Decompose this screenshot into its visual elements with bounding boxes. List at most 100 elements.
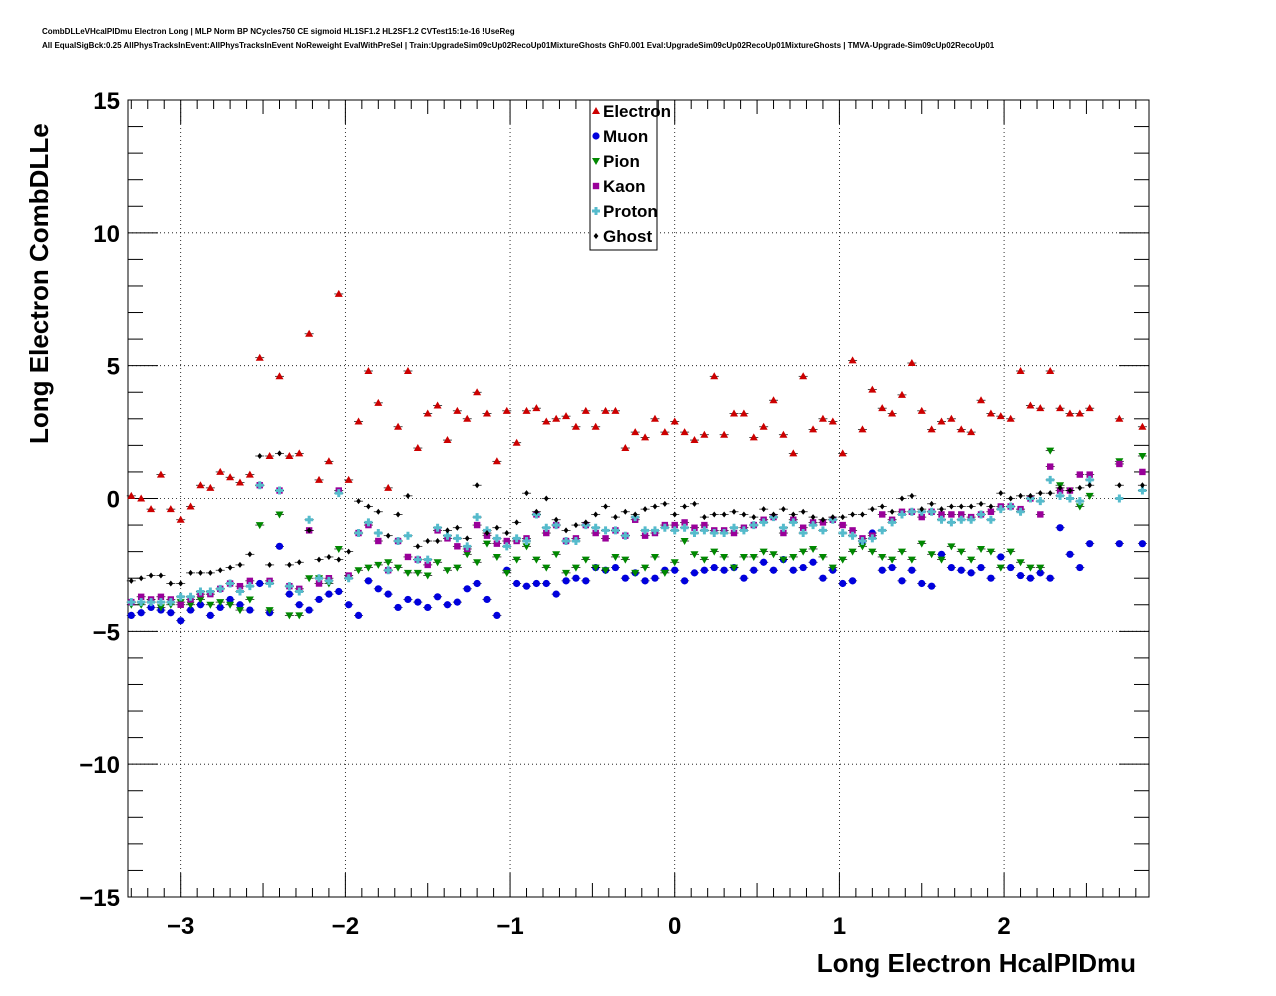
proton-point: [453, 534, 462, 543]
pion-point: [196, 596, 205, 604]
legend-marker-pion: [592, 158, 600, 165]
ghost-point: [405, 492, 411, 499]
ghost-point: [464, 535, 470, 542]
muon-point: [1036, 569, 1044, 577]
electron-point: [423, 409, 432, 417]
y-tick-label: 5: [107, 354, 120, 381]
pion-point: [907, 556, 916, 564]
proton-point: [196, 587, 205, 596]
electron-point: [275, 372, 284, 380]
kaon-point: [246, 577, 254, 585]
proton-point: [660, 523, 669, 532]
pion-point: [621, 556, 630, 564]
electron-point: [789, 449, 798, 457]
ghost-point: [1008, 495, 1014, 502]
proton-point: [226, 579, 235, 588]
y-tick-label: 10: [93, 221, 120, 248]
ghost-point: [978, 500, 984, 507]
x-tick-label: −3: [167, 913, 194, 940]
pion-point: [670, 559, 679, 567]
proton-point: [186, 592, 195, 601]
pion-point: [759, 548, 768, 556]
kaon-point: [780, 529, 787, 537]
pion-point: [463, 551, 472, 559]
muon-point: [878, 566, 886, 574]
ghost-point: [415, 543, 421, 550]
pion-point: [700, 556, 709, 564]
proton-point: [1056, 491, 1065, 500]
ghost-point: [1067, 487, 1073, 494]
electron-point: [384, 483, 393, 491]
pion-point: [799, 548, 808, 556]
x-axis-label: Long Electron HcalPIDmu: [817, 948, 1136, 978]
ghost-point: [573, 522, 579, 529]
proton-point: [1016, 507, 1025, 516]
ghost-point: [326, 553, 332, 560]
proton-point: [374, 529, 383, 538]
pion-point: [828, 564, 837, 572]
electron-point: [769, 396, 778, 404]
proton-point: [977, 510, 986, 519]
proton-point: [739, 526, 748, 535]
x-tick-label: −2: [332, 913, 359, 940]
kaon-point: [1116, 460, 1123, 468]
muon-point: [295, 601, 303, 609]
electron-point: [917, 406, 926, 414]
pion-point: [947, 543, 956, 551]
pion-point: [443, 567, 452, 575]
ghost-point: [781, 506, 786, 513]
kaon-point: [503, 537, 510, 545]
muon-point: [522, 582, 531, 590]
electron-point: [591, 422, 600, 430]
muon-point: [562, 577, 570, 585]
ghost-point: [375, 508, 381, 515]
muon-point: [206, 611, 214, 619]
electron-point: [443, 436, 452, 444]
pion-point: [611, 553, 620, 561]
kaon-point: [681, 519, 688, 526]
muon-point: [799, 563, 807, 572]
electron-point: [749, 433, 758, 441]
electron-point: [216, 467, 225, 475]
proton-point: [492, 534, 501, 543]
ghost-point: [860, 511, 865, 518]
pion-point: [245, 596, 254, 604]
electron-point: [1075, 409, 1084, 417]
electron-point: [265, 451, 274, 459]
muon-point: [908, 566, 916, 574]
electron-point: [295, 449, 304, 457]
proton-point: [700, 526, 709, 535]
pion-point: [927, 551, 936, 559]
series-kaon: [126, 460, 1147, 608]
electron-point: [127, 491, 136, 499]
electron-point: [631, 428, 640, 436]
muon-point: [285, 590, 293, 598]
ghost-point: [1018, 492, 1023, 499]
ghost-point: [217, 567, 223, 574]
ghost-point: [593, 511, 599, 518]
legend-label-ghost: Ghost: [603, 227, 652, 246]
pion-point: [789, 553, 798, 561]
electron-point: [542, 417, 551, 425]
proton-point: [295, 587, 304, 596]
pion-point: [1138, 452, 1147, 460]
ghost-point: [761, 506, 767, 513]
ghost-point: [701, 514, 707, 521]
electron-point: [196, 481, 205, 489]
legend-label-muon: Muon: [603, 127, 648, 146]
ghost-point: [968, 503, 974, 510]
proton-point: [502, 542, 511, 551]
muon-point: [354, 611, 363, 619]
pion-point: [156, 604, 165, 612]
electron-point: [996, 412, 1005, 420]
electron-point: [433, 401, 442, 409]
pion-point: [413, 569, 422, 577]
ghost-point: [395, 511, 401, 518]
series-pion: [126, 447, 1147, 620]
proton-point: [562, 537, 571, 546]
muon-point: [177, 617, 185, 625]
proton-point: [166, 598, 175, 607]
electron-point: [1006, 414, 1015, 422]
proton-point: [176, 592, 185, 601]
